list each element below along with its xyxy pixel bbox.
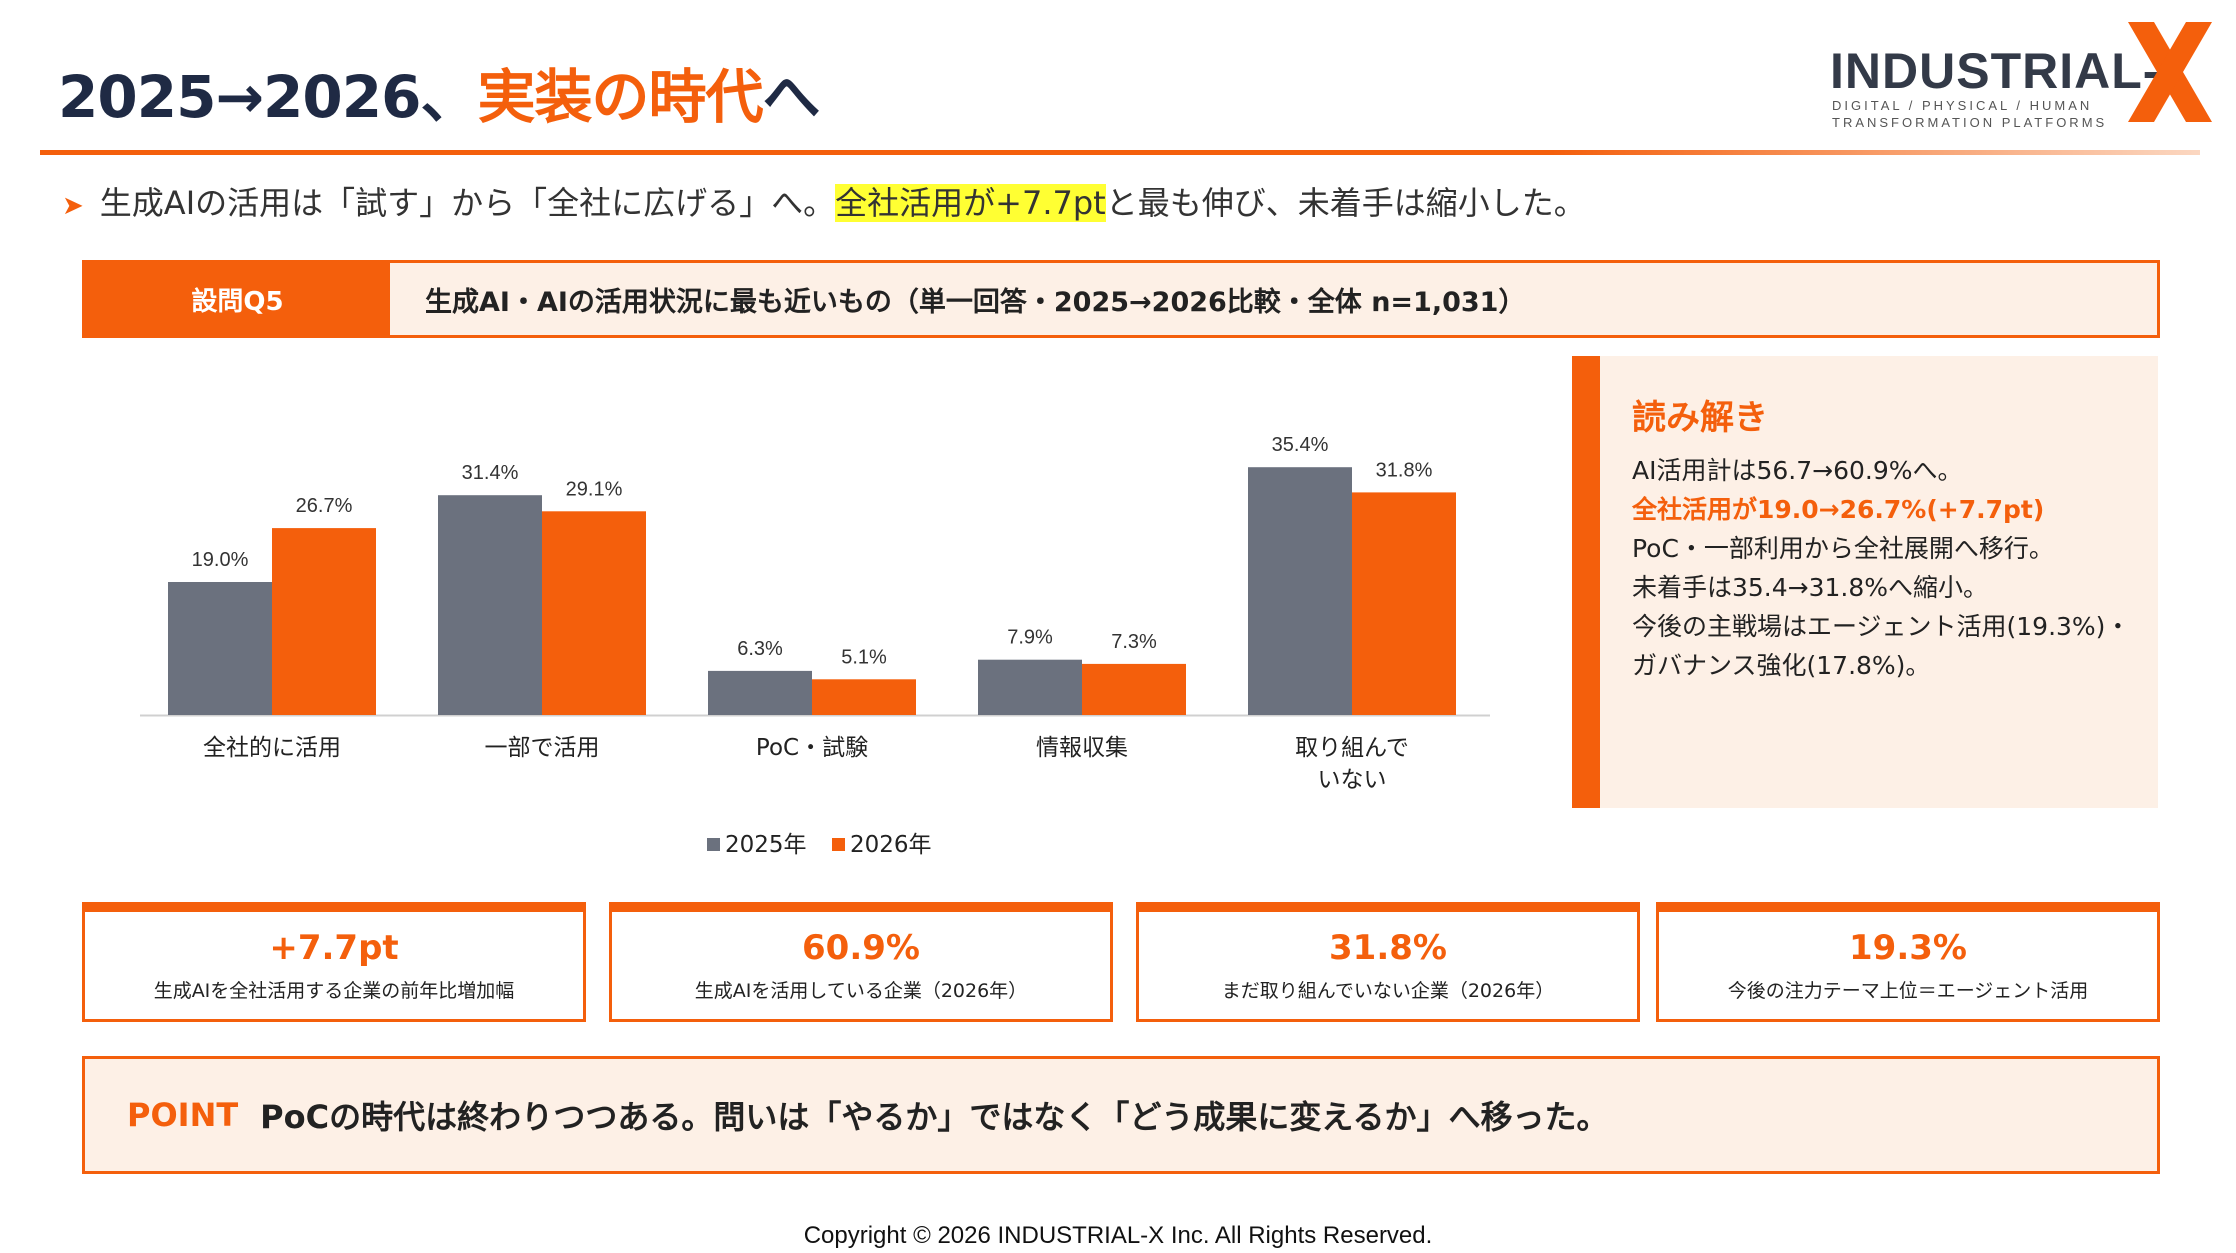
bar xyxy=(812,679,916,715)
legend-label: 2026年 xyxy=(850,832,932,858)
point-label: POINT xyxy=(127,1096,239,1134)
lead-highlight: 全社活用が+7.7pt xyxy=(835,184,1106,222)
bar xyxy=(272,528,376,715)
data-label: 6.3% xyxy=(737,638,783,660)
bar xyxy=(1082,663,1186,715)
question-text: 生成AI・AIの活用状況に最も近いもの（単一回答・2025→2026比較・全体 … xyxy=(425,286,1526,318)
category-label: 取り組んで xyxy=(1295,735,1409,761)
reading-line-6: ガバナンス強化(17.8%)。 xyxy=(1632,651,1931,680)
logo-x-icon xyxy=(2128,22,2212,122)
lead-message: ➤ 生成AIの活用は「試す」から「全社に広げる」へ。全社活用が+7.7ptと最も伸… xyxy=(62,178,1586,224)
point-box: POINT PoCの時代は終わりつつある。問いは「やるか」ではなく「どう成果に変… xyxy=(82,1056,2160,1174)
kpi-card-4: 19.3% 今後の注力テーマ上位＝エージェント活用 xyxy=(1656,902,2160,1022)
kpi-label: 生成AIを全社活用する企業の前年比増加幅 xyxy=(153,980,515,1002)
kpi-value: 31.8% xyxy=(1329,928,1447,968)
data-label: 31.8% xyxy=(1376,459,1433,481)
bar xyxy=(1248,467,1352,715)
kpi-card-3: 31.8% まだ取り組んでいない企業（2026年） xyxy=(1136,902,1640,1022)
lead-pre: 生成AIの活用は「試す」から「全社に広げる」へ。 xyxy=(99,184,836,222)
legend-swatch xyxy=(707,838,720,851)
data-label: 5.1% xyxy=(841,646,887,668)
kpi-card-1: +7.7pt 生成AIを全社活用する企業の前年比増加幅 xyxy=(82,902,586,1022)
reading-head: 読み解き xyxy=(1632,398,1768,438)
logo-tagline-2: TRANSFORMATION PLATFORMS xyxy=(1832,115,2108,130)
reading-line-3: PoC・一部利用から全社展開へ移行。 xyxy=(1632,534,2054,563)
copyright: Copyright © 2026 INDUSTRIAL-X Inc. All R… xyxy=(803,1222,1433,1249)
data-label: 35.4% xyxy=(1272,434,1329,456)
kpi-label: まだ取り組んでいない企業（2026年） xyxy=(1221,980,1555,1002)
data-label: 7.3% xyxy=(1111,631,1157,653)
kpi-label: 今後の注力テーマ上位＝エージェント活用 xyxy=(1727,980,2089,1002)
reading-line-1: AI活用計は56.7→60.9%へ。 xyxy=(1632,456,1963,485)
lead-post: と最も伸び、未着手は縮小した。 xyxy=(1105,184,1586,222)
question-tag: 設問Q5 xyxy=(85,263,390,335)
logo-tagline-1: DIGITAL / PHYSICAL / HUMAN xyxy=(1832,98,2093,113)
bar xyxy=(542,511,646,715)
bar xyxy=(438,495,542,715)
arrow-bullet-icon: ➤ xyxy=(62,191,84,221)
page-title: 2025→2026、実装の時代へ xyxy=(58,50,820,134)
kpi-label: 生成AIを活用している企業（2026年） xyxy=(694,980,1028,1002)
legend-label: 2025年 xyxy=(725,832,807,858)
kpi-value: 60.9% xyxy=(802,928,920,968)
bar xyxy=(708,670,812,715)
data-label: 31.4% xyxy=(462,462,519,484)
data-label: 7.9% xyxy=(1007,627,1053,649)
point-text: PoCの時代は終わりつつある。問いは「やるか」ではなく「どう成果に変えるか」へ移… xyxy=(260,1098,1609,1136)
data-label: 19.0% xyxy=(192,549,249,571)
category-label: 全社的に活用 xyxy=(203,735,341,761)
reading-panel: 読み解き AI活用計は56.7→60.9%へ。 全社活用が19.0→26.7%(… xyxy=(1572,356,2158,808)
bar xyxy=(168,582,272,715)
logo-word: INDUSTRIAL- xyxy=(1830,43,2161,99)
category-label: 情報収集 xyxy=(1036,735,1128,761)
kpi-card-2: 60.9% 生成AIを活用している企業（2026年） xyxy=(609,902,1113,1022)
data-label: 29.1% xyxy=(566,478,623,500)
bar xyxy=(978,659,1082,715)
legend-swatch xyxy=(832,838,845,851)
title-tail: へ xyxy=(762,63,820,131)
reading-line-5: 今後の主戦場はエージェント活用(19.3%)・ xyxy=(1632,612,2131,641)
bar xyxy=(1352,492,1456,715)
category-label: PoC・試験 xyxy=(756,735,868,761)
question-bar: 設問Q5 生成AI・AIの活用状況に最も近いもの（単一回答・2025→2026比… xyxy=(82,260,2160,338)
category-label: いない xyxy=(1318,767,1387,793)
company-logo: INDUSTRIAL- DIGITAL / PHYSICAL / HUMAN T… xyxy=(1830,22,2220,132)
bar-chart: 19.0% 26.7% 全社的に活用 31.4% 29.1% 一部で活用 6.3% 5.1% P… xyxy=(140,434,1490,858)
title-main: 2025→2026、 xyxy=(58,63,478,131)
header-rule xyxy=(40,150,2200,155)
kpi-value: +7.7pt xyxy=(269,928,399,968)
reading-line-4: 未着手は35.4→31.8%へ縮小。 xyxy=(1632,573,1989,602)
kpi-value: 19.3% xyxy=(1849,928,1967,968)
category-label: 一部で活用 xyxy=(485,735,600,761)
title-accent: 実装の時代 xyxy=(477,63,763,131)
reading-line-2: 全社活用が19.0→26.7%(+7.7pt) xyxy=(1632,495,2045,524)
data-label: 26.7% xyxy=(296,495,353,517)
